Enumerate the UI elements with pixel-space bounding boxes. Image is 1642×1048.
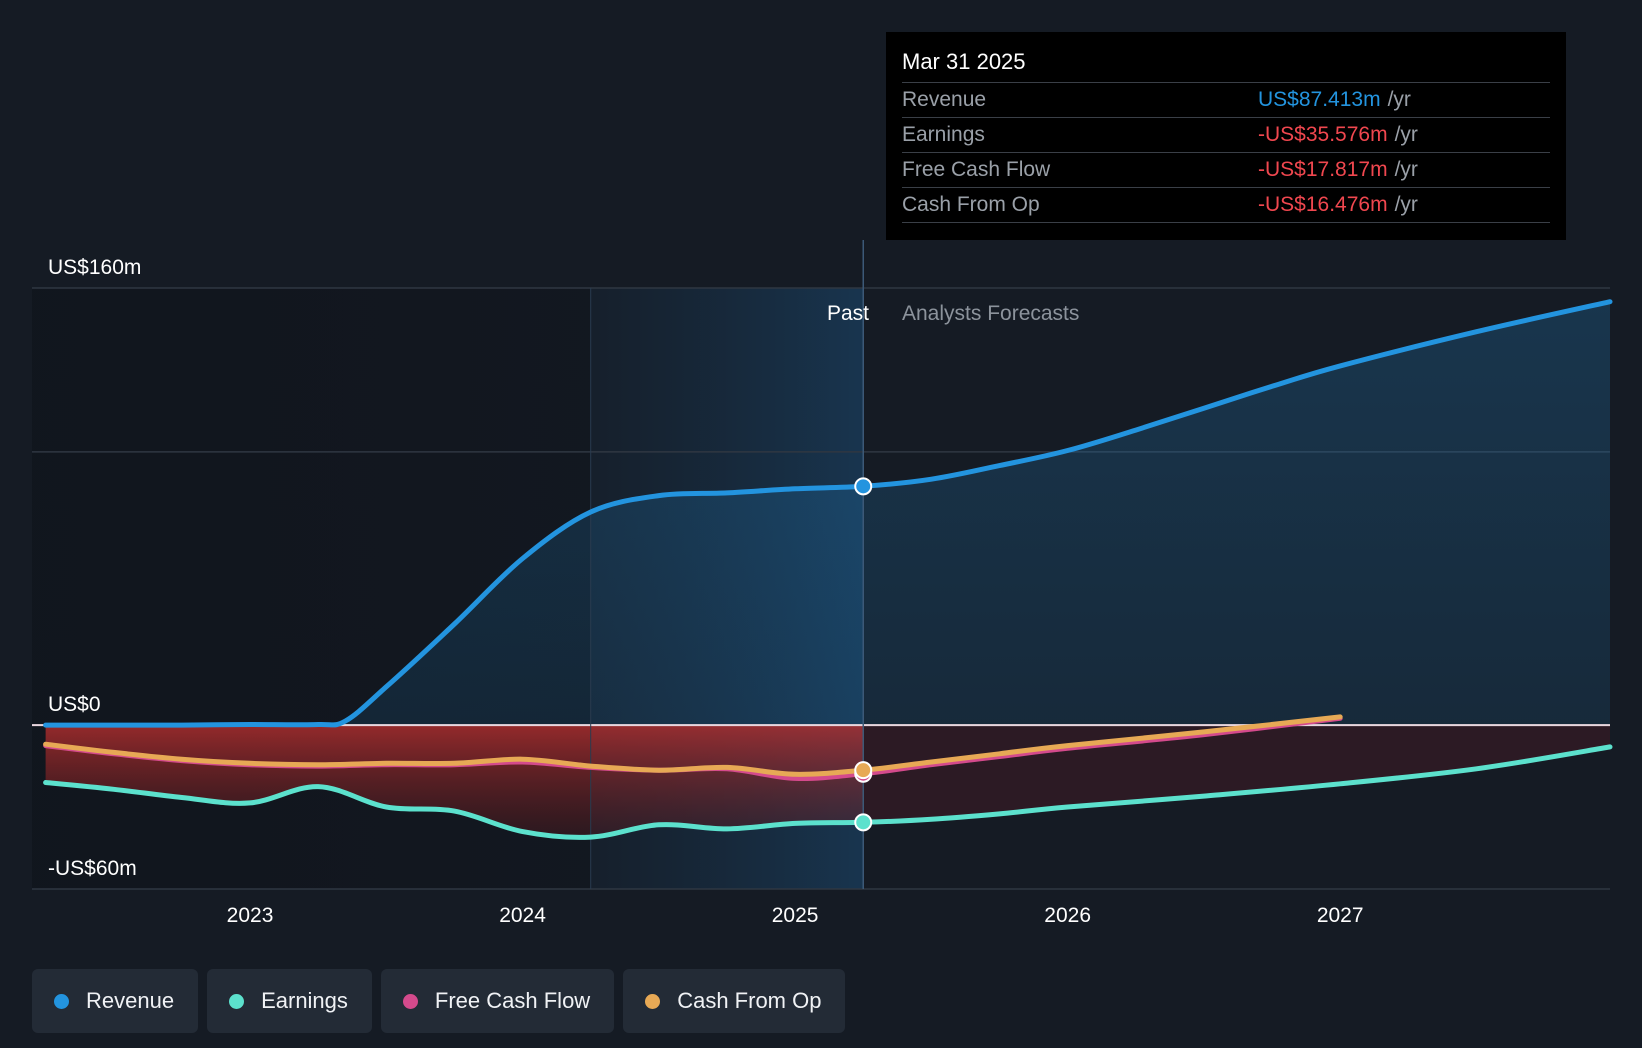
tooltip-value: -US$16.476m	[1258, 193, 1388, 216]
x-tick-label: 2023	[227, 904, 274, 927]
series-line-revenue	[43, 299, 1613, 728]
past-label: Past	[827, 302, 869, 325]
series-line-earnings	[43, 744, 1613, 840]
tooltip-row-revenue: Revenue US$87.413m /yr	[902, 82, 1550, 117]
tooltip-unit: /yr	[1394, 158, 1418, 181]
tooltip-label: Revenue	[902, 88, 987, 111]
tooltip-row-earnings: Earnings -US$35.576m /yr	[902, 117, 1550, 152]
marker-earnings[interactable]	[854, 813, 873, 832]
legend-item-free-cash-flow[interactable]: Free Cash Flow	[380, 969, 615, 1033]
legend-item-earnings[interactable]: Earnings	[207, 969, 372, 1033]
tooltip-unit: /yr	[1387, 88, 1411, 111]
tooltip-value: -US$35.576m	[1258, 123, 1388, 146]
series-lines	[43, 299, 1613, 840]
earnings-dot-icon	[229, 993, 245, 1009]
tooltip-date: Mar 31 2025	[902, 49, 1026, 74]
y-label: -US$60m	[48, 857, 137, 880]
series-markers	[854, 477, 873, 832]
x-axis-labels: 2023 2024 2025 2026 2027	[227, 904, 1364, 927]
tooltip-unit: /yr	[1394, 193, 1418, 216]
legend-label: Revenue	[86, 988, 175, 1013]
legend-label: Earnings	[261, 988, 348, 1013]
tooltip-panel: Mar 31 2025 Revenue US$87.413m /yr Earni…	[886, 32, 1566, 240]
y-label: US$0	[48, 693, 101, 716]
tooltip-row-free-cash-flow: Free Cash Flow -US$17.817m /yr	[902, 152, 1550, 187]
y-label: US$160m	[48, 256, 141, 279]
marker-cash-from-op[interactable]	[854, 761, 873, 780]
tooltip-label: Earnings	[902, 123, 985, 146]
marker-revenue[interactable]	[854, 477, 873, 496]
y-axis-labels: US$160m US$0 -US$60m	[48, 256, 141, 880]
tooltip-row-cash-from-op: Cash From Op -US$16.476m /yr	[902, 187, 1550, 223]
legend: Revenue Earnings Free Cash Flow Cash Fro…	[32, 969, 846, 1033]
x-tick-label: 2026	[1044, 904, 1091, 927]
legend-label: Cash From Op	[677, 988, 822, 1013]
revenue-dot-icon	[54, 993, 69, 1009]
legend-label: Free Cash Flow	[434, 988, 591, 1013]
tooltip-value: -US$17.817m	[1258, 158, 1388, 181]
negative-area-past	[45, 725, 864, 838]
series-line-cash-from-op	[43, 714, 1343, 777]
x-tick-label: 2025	[772, 904, 819, 927]
x-tick-label: 2024	[499, 904, 546, 927]
legend-item-cash-from-op[interactable]: Cash From Op	[623, 969, 846, 1033]
analysts-forecasts-label: Analysts Forecasts	[902, 302, 1079, 325]
revenue-area	[45, 301, 1611, 726]
tooltip-value: US$87.413m	[1258, 88, 1381, 111]
tooltip-unit: /yr	[1394, 123, 1418, 146]
x-tick-label: 2027	[1317, 904, 1364, 927]
cash-from-op-dot-icon	[645, 993, 661, 1009]
free-cash-flow-dot-icon	[402, 993, 418, 1009]
tooltip-label: Free Cash Flow	[902, 158, 1051, 181]
legend-item-revenue[interactable]: Revenue	[32, 969, 199, 1033]
tooltip-label: Cash From Op	[902, 193, 1040, 216]
